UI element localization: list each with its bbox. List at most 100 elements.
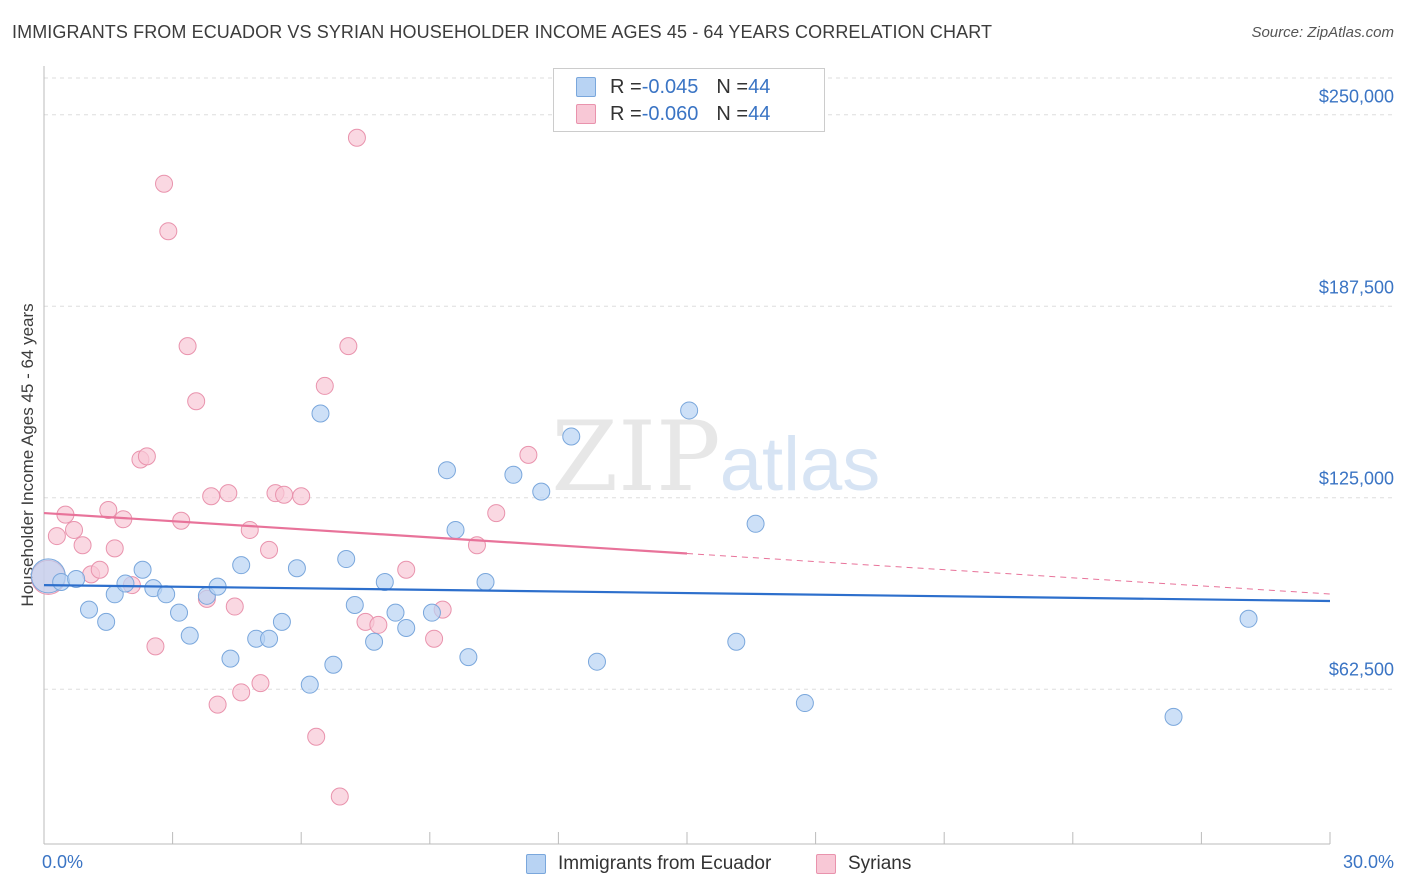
ecuador-point xyxy=(324,655,343,674)
watermark-zip: ZIP xyxy=(551,401,720,513)
trend-line-dashed xyxy=(686,553,1331,595)
y-tick-label: $250,000 xyxy=(1318,86,1394,107)
syrian-point xyxy=(146,637,165,656)
syrian-point xyxy=(240,520,259,539)
syrian-point xyxy=(159,222,178,241)
legend-ecuador: Immigrants from Ecuador xyxy=(526,852,771,876)
trend-line xyxy=(43,583,1331,603)
syrian-point xyxy=(260,540,279,559)
legend-syrians: Syrians xyxy=(816,852,911,876)
syrian-point xyxy=(47,527,66,546)
ecuador-point xyxy=(446,520,465,539)
ecuador-point xyxy=(562,427,581,446)
y-tick-label: $125,000 xyxy=(1318,468,1394,489)
syrian-point xyxy=(339,337,358,356)
ecuador-point xyxy=(422,603,441,622)
x-tick-label: 0.0% xyxy=(42,852,84,872)
ecuador-point xyxy=(337,550,356,569)
trend-layer xyxy=(43,511,1331,603)
n-label: N = xyxy=(716,75,749,98)
syrian-point xyxy=(187,392,206,411)
ecuador-point xyxy=(365,632,384,651)
ecuador-point xyxy=(587,652,606,671)
syrian-point xyxy=(90,560,109,579)
y-tick-label: $187,500 xyxy=(1318,277,1394,298)
syrian-point xyxy=(208,695,227,714)
ecuador-point xyxy=(680,401,699,420)
ecuador-point xyxy=(133,560,152,579)
syrian-point xyxy=(397,560,416,579)
syrian-point xyxy=(307,727,326,746)
ecuador-point xyxy=(476,573,495,592)
chart-title: IMMIGRANTS FROM ECUADOR VS SYRIAN HOUSEH… xyxy=(12,22,993,42)
r-value: -0.045 xyxy=(641,75,699,98)
legend-row-ecuador: R = -0.045 N = 44 xyxy=(576,75,770,99)
syrian-point xyxy=(369,615,388,634)
ecuador-point xyxy=(260,629,279,648)
syrian-point xyxy=(99,501,118,520)
r-label: R = xyxy=(610,102,642,125)
ecuador-point xyxy=(386,603,405,622)
grid-layer xyxy=(44,77,1394,690)
syrian-point xyxy=(178,337,197,356)
axis-layer xyxy=(43,66,1331,845)
watermark-atlas: atlas xyxy=(720,422,881,507)
syrian-point xyxy=(425,629,444,648)
ecuador-point xyxy=(746,514,765,533)
points-layer xyxy=(30,128,1258,806)
syrian-point xyxy=(315,376,334,395)
ecuador-point xyxy=(437,461,456,480)
ecuador-point xyxy=(459,648,478,667)
legend-row-syrians: R = -0.060 N = 44 xyxy=(576,102,770,126)
syrian-point xyxy=(232,683,251,702)
ecuador-point xyxy=(157,585,176,604)
n-value: 44 xyxy=(748,75,771,98)
ecuador-point xyxy=(170,603,189,622)
ecuador-point xyxy=(52,573,71,592)
ecuador-point xyxy=(1164,707,1183,726)
legend-syrians-label: Syrians xyxy=(848,853,912,874)
ecuador-point xyxy=(345,596,364,615)
ecuador-point xyxy=(67,569,86,588)
ecuador-point xyxy=(232,556,251,575)
syrian-point xyxy=(202,487,221,506)
ecuador-swatch-icon xyxy=(576,77,596,97)
ecuador-point xyxy=(180,626,199,645)
stats-legend: R = -0.045 N = 44 R = -0.060 N = 44 xyxy=(553,68,825,132)
ecuador-point xyxy=(287,559,306,578)
watermark: ZIP atlas xyxy=(551,401,880,513)
syrian-point xyxy=(225,597,244,616)
ecuador-point xyxy=(300,675,319,694)
syrian-point xyxy=(65,520,84,539)
ecuador-point xyxy=(375,573,394,592)
syrian-point xyxy=(347,128,366,147)
syrian-point xyxy=(251,674,270,693)
source-credit: Source: ZipAtlas.com xyxy=(1251,24,1394,41)
trend-line xyxy=(43,511,688,555)
syrian-point xyxy=(73,536,92,555)
syrian-point xyxy=(137,447,156,466)
ecuador-point xyxy=(272,612,291,631)
x-tick-label: 30.0% xyxy=(1342,852,1394,872)
ecuador-point xyxy=(504,465,523,484)
syrian-point xyxy=(275,485,294,504)
n-value: 44 xyxy=(748,102,771,125)
ecuador-swatch-icon xyxy=(526,854,546,874)
syrian-point xyxy=(519,445,538,464)
ecuador-point xyxy=(1239,609,1258,628)
ecuador-point xyxy=(97,612,116,631)
syrian-point xyxy=(219,484,238,503)
ecuador-point xyxy=(532,482,551,501)
ecuador-point xyxy=(116,574,135,593)
ecuador-point xyxy=(397,618,416,637)
syrian-point xyxy=(105,539,124,558)
ecuador-point xyxy=(80,600,99,619)
legend-ecuador-label: Immigrants from Ecuador xyxy=(558,853,772,874)
syrian-swatch-icon xyxy=(576,104,596,124)
syrian-point xyxy=(155,174,174,193)
ecuador-point xyxy=(311,404,330,423)
syrian-point xyxy=(292,487,311,506)
r-value: -0.060 xyxy=(641,102,699,125)
syrian-swatch-icon xyxy=(816,854,836,874)
